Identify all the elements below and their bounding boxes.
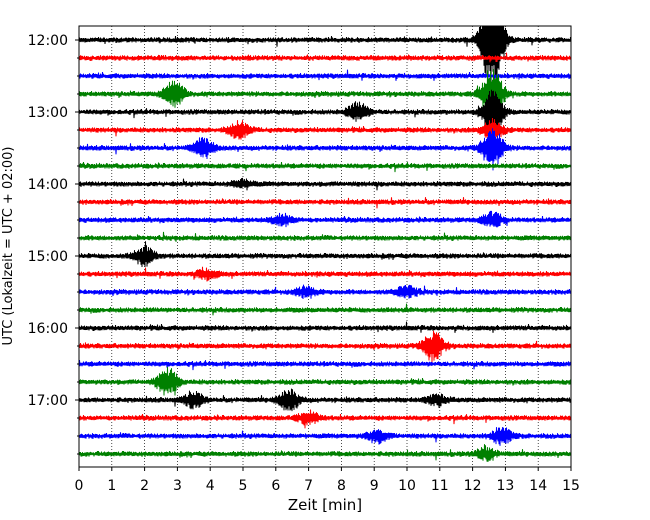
- x-tick-label: 2: [140, 478, 149, 494]
- x-axis: 0 1 2 3 4 5 6 7 8 9 10 11 12 13 14 15: [75, 467, 580, 494]
- seismic-trace: [79, 210, 571, 228]
- seismic-trace: [79, 330, 571, 363]
- seismic-trace: [79, 321, 571, 333]
- y-tick-label: 14:00: [28, 177, 68, 193]
- x-tick-label: 6: [271, 478, 280, 494]
- seismic-trace: [79, 231, 571, 242]
- x-tick-label: 11: [431, 478, 449, 494]
- x-tick-label: 14: [529, 478, 547, 494]
- seismic-trace: [79, 284, 571, 300]
- seismic-trace: [79, 162, 571, 173]
- seismic-trace: [79, 197, 571, 209]
- seismic-trace: [79, 69, 571, 81]
- plot-frame: [78, 25, 572, 468]
- y-tick-label: 12:00: [28, 33, 68, 49]
- seismic-trace: [79, 177, 571, 191]
- x-tick-label: 0: [75, 478, 84, 494]
- x-tick-label: 12: [464, 478, 482, 494]
- seismic-trace: [79, 366, 571, 396]
- seismic-trace: [79, 266, 571, 282]
- x-tick-label: 4: [206, 478, 215, 494]
- seismic-trace: [79, 303, 571, 316]
- seismic-trace: [79, 388, 571, 412]
- x-tick-label: 9: [370, 478, 379, 494]
- x-tick-label: 8: [337, 478, 346, 494]
- seismic-trace: [79, 409, 571, 429]
- x-tick-label: 1: [107, 478, 116, 494]
- seismic-trace: [79, 427, 571, 446]
- x-axis-title: Zeit [min]: [288, 496, 362, 514]
- x-tick-label: 7: [304, 478, 313, 494]
- x-tick-label: 15: [562, 478, 580, 494]
- y-tick-label: 13:00: [28, 105, 68, 121]
- y-tick-label: 15:00: [28, 249, 68, 265]
- y-axis: 12:00 13:00 14:00 15:00 16:00 17:00: [28, 33, 79, 455]
- seismic-trace: [79, 26, 571, 90]
- y-axis-title: UTC (Lokalzeit = UTC + 02:00): [1, 147, 16, 346]
- seismic-trace: [79, 128, 571, 171]
- x-tick-label: 3: [173, 478, 182, 494]
- seismic-trace: [79, 444, 571, 462]
- trace-group: [79, 26, 571, 462]
- seismic-trace: [79, 52, 571, 63]
- y-tick-label: 16:00: [28, 321, 68, 337]
- seismic-trace: [79, 360, 571, 371]
- y-tick-label: 17:00: [28, 393, 68, 409]
- x-tick-label: 5: [239, 478, 248, 494]
- seismic-trace: [79, 241, 571, 268]
- x-tick-label: 10: [398, 478, 416, 494]
- x-tick-label: 13: [496, 478, 514, 494]
